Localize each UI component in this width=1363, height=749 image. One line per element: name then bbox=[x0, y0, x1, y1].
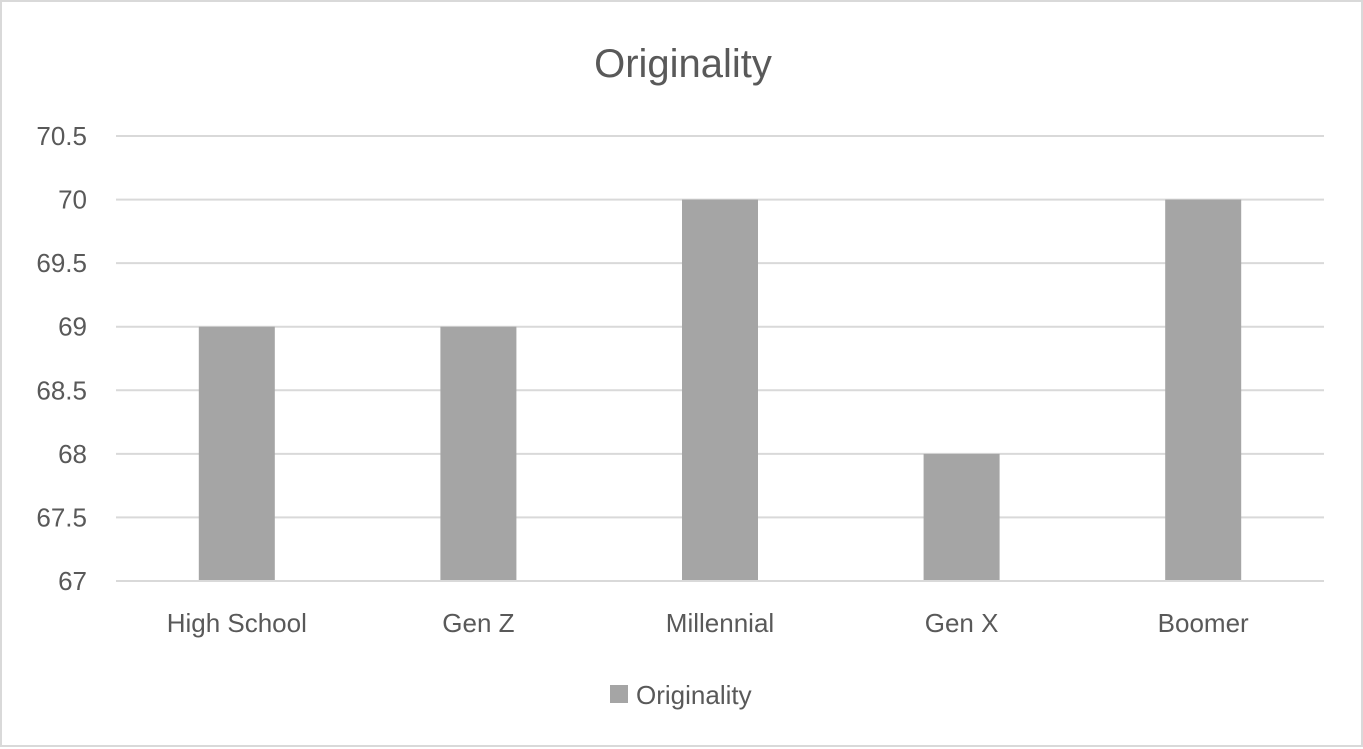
y-tick-label: 70 bbox=[58, 185, 87, 215]
bar-gen-x bbox=[923, 453, 1000, 581]
legend-swatch bbox=[610, 685, 628, 703]
legend: Originality bbox=[610, 680, 752, 710]
y-tick-label: 70.5 bbox=[36, 121, 87, 151]
chart-title: Originality bbox=[594, 42, 772, 86]
bars bbox=[116, 199, 1324, 582]
x-category-label: Millennial bbox=[666, 608, 774, 638]
x-category-label: High School bbox=[167, 608, 307, 638]
bar-gen-z bbox=[440, 326, 517, 581]
x-category-label: Gen X bbox=[925, 608, 999, 638]
y-tick-label: 68 bbox=[58, 439, 87, 469]
x-category-label: Gen Z bbox=[442, 608, 514, 638]
x-axis-category-labels: High School Gen Z Millennial Gen X Boomer bbox=[167, 608, 1249, 638]
y-tick-label: 69.5 bbox=[36, 248, 87, 278]
y-tick-label: 68.5 bbox=[36, 375, 87, 405]
bar-boomer bbox=[1165, 199, 1242, 582]
x-category-label: Boomer bbox=[1158, 608, 1249, 638]
y-tick-label: 67 bbox=[58, 566, 87, 596]
y-tick-label: 69 bbox=[58, 312, 87, 342]
y-tick-label: 67.5 bbox=[36, 502, 87, 532]
legend-label: Originality bbox=[636, 680, 752, 710]
bar-high-school bbox=[198, 326, 275, 581]
bar-millennial bbox=[682, 199, 758, 582]
y-axis-tick-labels: 67 67.5 68 68.5 69 69.5 70 70.5 bbox=[36, 121, 87, 596]
